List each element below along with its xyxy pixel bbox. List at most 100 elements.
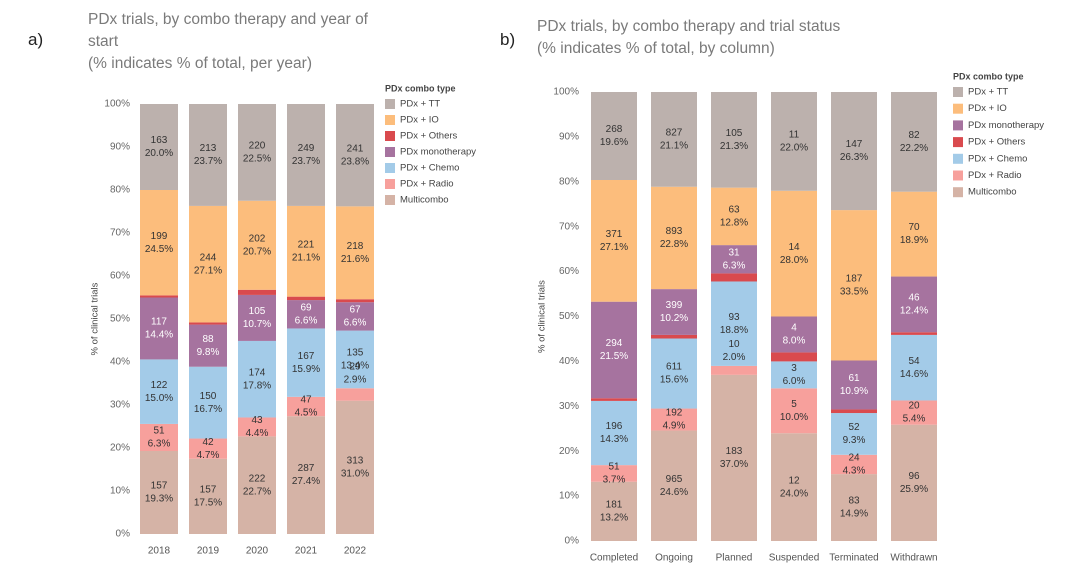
segment-percent: 21.1% <box>292 252 320 263</box>
bar-segment <box>336 104 374 207</box>
segment-count: 5 <box>791 399 797 410</box>
y-tick-label: 60% <box>559 266 579 277</box>
bar-segment <box>591 92 637 181</box>
legend-swatch <box>385 131 395 141</box>
x-tick-label: Withdrawn <box>890 553 937 564</box>
bar-segment <box>287 328 325 397</box>
segment-percent: 9.8% <box>197 347 220 358</box>
bar-segment <box>336 388 374 401</box>
bar-segment <box>189 205 227 323</box>
bar-segment <box>711 245 757 274</box>
legend-label: PDx + IO <box>400 115 439 126</box>
segment-count: 287 <box>298 463 315 474</box>
bar-segment <box>711 365 757 375</box>
bar-segment <box>831 474 877 541</box>
segment-count: 399 <box>666 300 683 311</box>
segment-percent: 6.3% <box>148 439 171 450</box>
bar-segment <box>336 206 374 300</box>
x-tick-label: 2021 <box>295 546 318 557</box>
segment-count: 221 <box>298 239 315 250</box>
segment-percent: 10.7% <box>243 319 271 330</box>
segment-count: 4 <box>791 323 797 334</box>
segment-percent: 22.0% <box>780 143 808 154</box>
x-tick-label: Terminated <box>829 553 878 564</box>
segment-count: 47 <box>300 395 312 406</box>
panel-label: a) <box>28 30 44 49</box>
segment-count: 150 <box>200 391 217 402</box>
x-tick-label: 2020 <box>246 546 269 557</box>
y-tick-label: 20% <box>559 446 579 457</box>
segment-percent: 19.3% <box>145 494 173 505</box>
segment-count: 181 <box>606 500 623 511</box>
segment-percent: 23.7% <box>194 156 222 167</box>
segment-percent: 6.3% <box>723 260 746 271</box>
bar-segment <box>591 400 637 466</box>
subtitle-text: (% indicates % of total, by column) <box>537 40 775 57</box>
y-tick-label: 30% <box>110 400 130 411</box>
legend-label: PDx + Radio <box>968 170 1022 181</box>
segment-percent: 18.9% <box>900 235 928 246</box>
segment-percent: 15.9% <box>292 364 320 375</box>
segment-count: 174 <box>249 367 266 378</box>
bar-segment <box>891 400 937 425</box>
y-tick-label: 90% <box>559 132 579 143</box>
segment-count: 122 <box>151 380 168 391</box>
legend-swatch <box>385 195 395 205</box>
segment-count: 147 <box>846 139 863 150</box>
segment-count: 157 <box>200 485 217 496</box>
segment-count: 31 <box>728 247 740 258</box>
segment-percent: 17.5% <box>194 498 222 509</box>
y-tick-label: 30% <box>559 401 579 412</box>
legend-swatch <box>953 120 963 131</box>
segment-percent: 33.5% <box>840 286 868 297</box>
segment-count: 51 <box>608 462 620 473</box>
bar-segment <box>831 454 877 475</box>
segment-percent: 10.0% <box>780 412 808 423</box>
legend-swatch <box>953 153 963 164</box>
x-tick-label: 2022 <box>344 546 367 557</box>
segment-percent: 20.7% <box>243 246 271 257</box>
segment-percent: 4.7% <box>197 450 220 461</box>
bar-segment <box>287 104 325 206</box>
segment-percent: 2.9% <box>344 374 367 385</box>
legend-label: Multicombo <box>400 195 449 206</box>
legend-swatch <box>953 87 963 97</box>
y-tick-label: 50% <box>110 314 130 325</box>
bar-segment <box>591 398 637 401</box>
segment-count: 70 <box>908 222 920 233</box>
y-axis-label: % of clinical trials <box>537 280 548 353</box>
bar-segment <box>651 289 697 335</box>
segment-count: 105 <box>726 128 743 139</box>
bar-segment <box>238 289 276 295</box>
bar-segment <box>591 180 637 302</box>
segment-count: 893 <box>666 226 683 237</box>
segment-percent: 4.9% <box>663 421 686 432</box>
bar-segment <box>651 92 697 187</box>
segment-count: 29 <box>349 361 361 372</box>
segment-count: 20 <box>908 401 920 412</box>
segment-percent: 18.8% <box>720 325 748 336</box>
bar-segment <box>189 458 227 534</box>
segment-percent: 24.6% <box>660 487 688 498</box>
segment-count: 371 <box>606 229 623 240</box>
bar-segment <box>140 423 178 452</box>
segment-count: 24 <box>848 453 860 464</box>
segment-percent: 21.6% <box>341 254 369 265</box>
bar-segment <box>238 436 276 534</box>
segment-percent: 20.0% <box>145 148 173 159</box>
bar-segment <box>831 413 877 455</box>
bar-segment <box>189 104 227 206</box>
bar-segment <box>238 294 276 341</box>
bar-segment <box>771 92 817 191</box>
segment-percent: 6.6% <box>295 315 318 326</box>
segment-count: 268 <box>606 124 623 135</box>
y-tick-label: 40% <box>559 356 579 367</box>
segment-count: 187 <box>846 273 863 284</box>
segment-percent: 23.7% <box>292 156 320 167</box>
bar-segment <box>771 361 817 389</box>
y-tick-label: 60% <box>110 271 130 282</box>
segment-count: 163 <box>151 135 168 146</box>
segment-percent: 25.9% <box>900 484 928 495</box>
segment-percent: 4.5% <box>295 408 318 419</box>
segment-count: 51 <box>153 426 165 437</box>
